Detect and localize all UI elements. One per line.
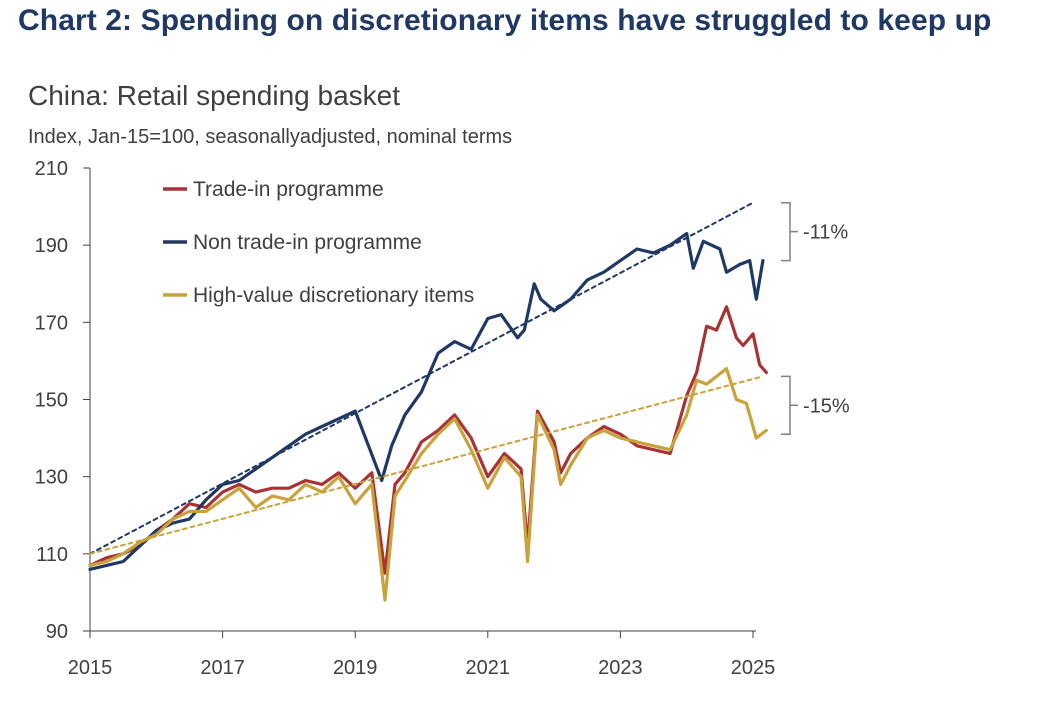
chart-subtitle: China: Retail spending basket	[28, 80, 401, 111]
x-tick-label: 2021	[466, 657, 511, 679]
x-tick-label: 2025	[731, 657, 776, 679]
y-tick-label: 190	[35, 235, 68, 257]
y-tick-label: 90	[46, 621, 68, 643]
series-line-trade-in	[88, 305, 768, 575]
chart-heading: Chart 2: Spending on discretionary items…	[18, 4, 992, 37]
y-tick-label: 110	[36, 544, 68, 566]
annotation-bracket	[781, 201, 798, 262]
x-tick-label: 2023	[598, 657, 643, 679]
x-tick-label: 2015	[68, 657, 113, 679]
y-tick-label: 150	[35, 390, 68, 412]
x-tick-label: 2019	[333, 657, 378, 679]
annotation-label: -11%	[803, 222, 848, 244]
legend-label-high-value: High-value discretionary items	[193, 284, 474, 307]
annotation-label: -15%	[803, 395, 850, 417]
x-tick-label: 2017	[200, 657, 245, 679]
annotation-bracket	[781, 375, 798, 435]
series-line-high-value	[88, 367, 768, 602]
y-tick-label: 210	[35, 158, 68, 180]
legend-label-non-trade-in: Non trade-in programme	[193, 231, 422, 254]
trend-line-high-value	[89, 375, 764, 555]
legend-label-trade-in: Trade-in programme	[193, 178, 384, 201]
series-line-non-trade-in	[88, 232, 765, 571]
y-tick-label: 130	[35, 467, 68, 489]
trend-line-non-trade-in	[89, 201, 754, 555]
chart-units: Index, Jan-15=100, seasonallyadjusted, n…	[28, 126, 513, 148]
y-tick-label: 170	[35, 312, 68, 334]
